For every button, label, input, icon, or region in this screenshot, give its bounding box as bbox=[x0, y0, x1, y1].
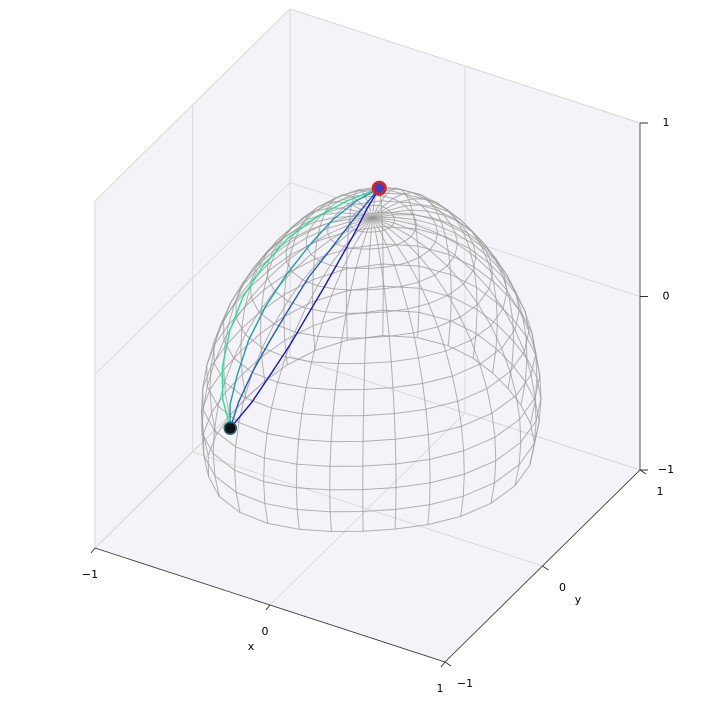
x-tick bbox=[90, 547, 96, 554]
z-tick-label: −1 bbox=[658, 463, 674, 476]
mesh-line bbox=[209, 217, 373, 436]
x-axis-label: x bbox=[248, 640, 255, 653]
mesh-line bbox=[372, 192, 452, 346]
trajectory bbox=[229, 187, 380, 429]
grid-line bbox=[192, 451, 543, 567]
mesh-line bbox=[371, 217, 431, 525]
mesh-line bbox=[371, 217, 397, 530]
z-tick-label: 1 bbox=[663, 116, 670, 129]
x-tick bbox=[440, 661, 446, 668]
mesh-line bbox=[372, 217, 465, 517]
mesh-line bbox=[283, 201, 373, 365]
end-marker bbox=[371, 180, 387, 196]
z-tick-label: 0 bbox=[663, 290, 670, 303]
trajectory bbox=[221, 187, 380, 429]
mesh-line bbox=[372, 217, 497, 504]
mesh-line bbox=[223, 215, 373, 416]
mesh-line bbox=[212, 217, 373, 497]
x-tick bbox=[265, 604, 271, 611]
trajectory bbox=[229, 187, 380, 429]
mesh-line bbox=[372, 214, 528, 406]
trajectory bbox=[229, 187, 380, 429]
mesh-line bbox=[372, 209, 515, 389]
y-tick-label: −1 bbox=[457, 677, 473, 690]
grid-line bbox=[289, 355, 641, 471]
start-marker bbox=[223, 421, 237, 435]
y-axis-label: y bbox=[575, 593, 582, 606]
y-tick-label: 1 bbox=[657, 485, 664, 498]
mesh-line bbox=[329, 217, 373, 532]
grid-line bbox=[94, 182, 291, 375]
mesh-line bbox=[201, 217, 373, 456]
x-tick-label: −1 bbox=[82, 568, 98, 581]
y-tick bbox=[444, 661, 452, 667]
x-tick-label: 0 bbox=[262, 625, 269, 638]
mesh-line bbox=[362, 217, 373, 532]
mesh-line bbox=[372, 204, 498, 373]
mesh-line bbox=[372, 217, 537, 466]
mesh-line bbox=[372, 216, 538, 424]
mesh-line bbox=[201, 217, 373, 477]
grid-line bbox=[289, 8, 641, 124]
wireframe bbox=[201, 186, 542, 532]
x-tick-label: 1 bbox=[437, 682, 444, 695]
mesh-line bbox=[372, 198, 478, 359]
y-tick bbox=[542, 565, 549, 571]
mesh-line bbox=[263, 217, 373, 524]
grid-line bbox=[94, 8, 291, 202]
y-tick bbox=[639, 469, 647, 475]
mesh-line bbox=[371, 187, 420, 338]
mesh-line bbox=[295, 217, 373, 530]
y-tick-label: 0 bbox=[559, 581, 566, 594]
